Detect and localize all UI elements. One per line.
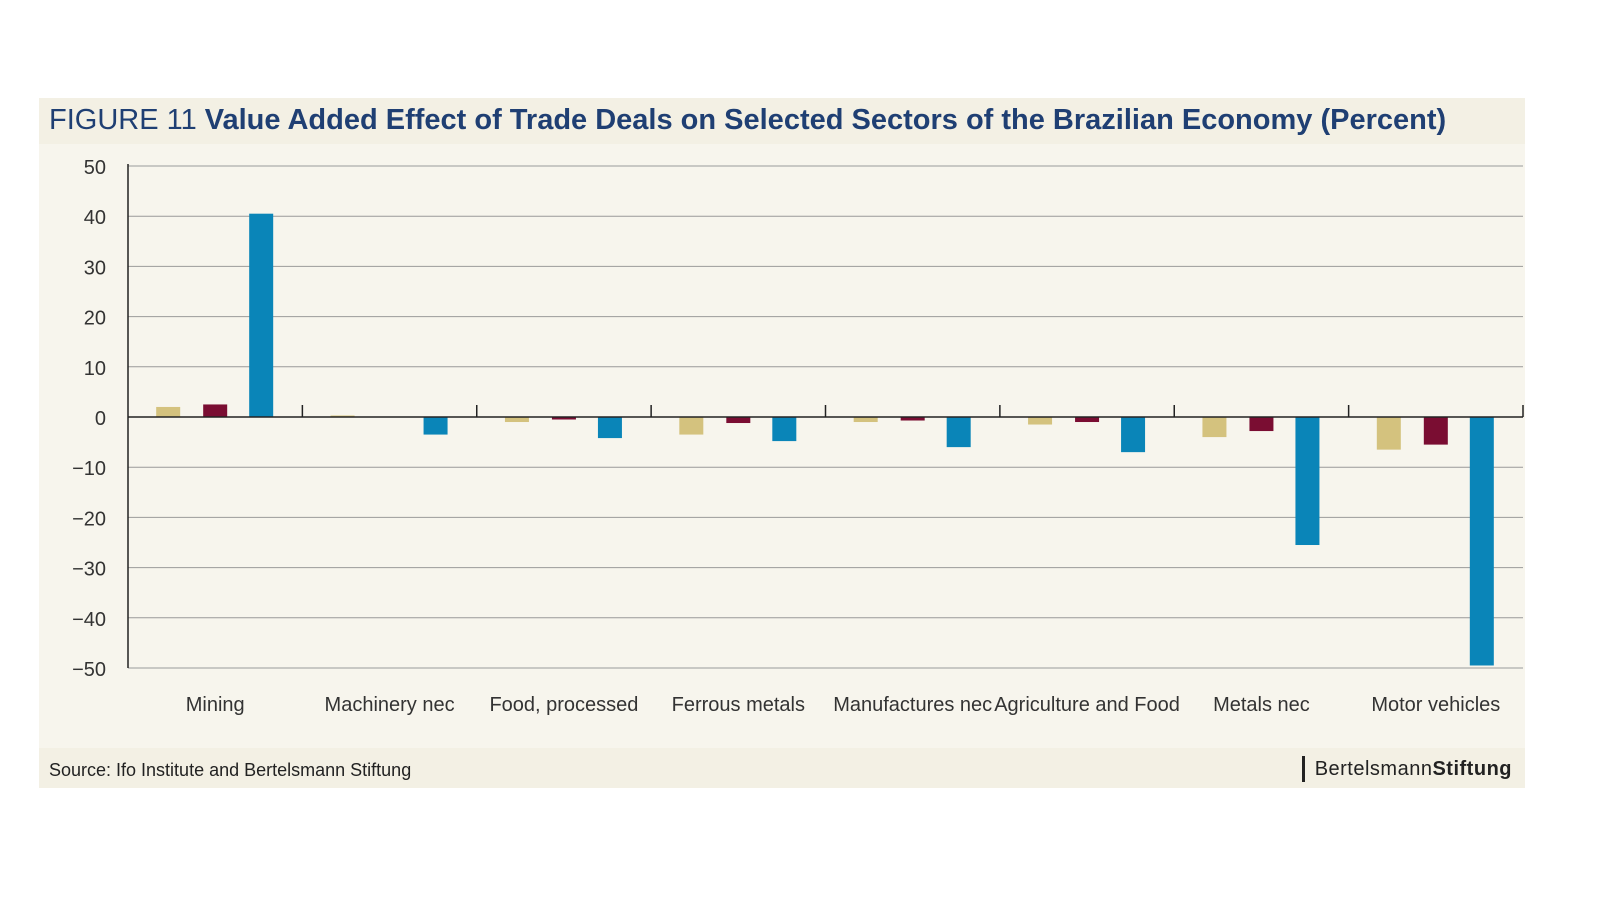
y-tick-label: 30 [84, 257, 106, 279]
logo-bar-icon [1301, 756, 1305, 782]
y-tick-label: −10 [72, 458, 106, 480]
y-tick-label: 40 [84, 207, 106, 229]
bar-3-4 [946, 417, 971, 448]
x-tick-label: Ferrous metals [672, 694, 805, 716]
footer-bar [39, 748, 1525, 788]
bar-2-5 [1075, 417, 1100, 423]
bar-2-4 [900, 417, 925, 421]
bar-1-6 [1202, 417, 1227, 438]
figure-title-text: Value Added Effect of Trade Deals on Sel… [204, 104, 1447, 136]
bar-1-2 [504, 417, 529, 423]
bar-2-7 [1423, 417, 1448, 445]
y-tick-label: 10 [84, 358, 106, 380]
bar-3-3 [772, 417, 797, 442]
bar-1-3 [679, 417, 704, 435]
x-tick-label: Agriculture and Food [994, 694, 1180, 716]
bar-2-3 [726, 417, 751, 424]
y-tick-label: −30 [72, 559, 106, 581]
x-tick-label: Mining [186, 694, 245, 716]
y-tick-label: 0 [95, 408, 106, 430]
x-tick-label: Food, processed [489, 694, 638, 716]
figure-title: FIGURE 11 Value Added Effect of Trade Dea… [49, 100, 1446, 140]
figure-panel [39, 98, 1525, 788]
bar-3-0 [249, 213, 274, 417]
logo-text: BertelsmannStiftung [1315, 758, 1512, 781]
bar-3-2 [597, 417, 622, 439]
bar-1-7 [1376, 417, 1401, 450]
figure-number: FIGURE 11 [49, 104, 197, 136]
bar-3-7 [1469, 417, 1494, 666]
x-tick-label: Machinery nec [325, 694, 455, 716]
bar-1-5 [1028, 417, 1053, 425]
bar-2-6 [1249, 417, 1274, 432]
bar-1-4 [853, 417, 878, 423]
x-tick-label: Motor vehicles [1371, 694, 1500, 716]
y-tick-label: −40 [72, 609, 106, 631]
x-tick-label: Manufactures nec [833, 694, 992, 716]
bar-2-2 [551, 417, 576, 420]
y-tick-label: −20 [72, 508, 106, 530]
bar-1-1 [330, 415, 355, 417]
bar-1-0 [156, 406, 181, 417]
bar-2-0 [203, 404, 228, 417]
bar-3-6 [1295, 417, 1320, 546]
title-bar [39, 98, 1525, 144]
y-tick-label: 50 [84, 157, 106, 179]
x-tick-label: Metals nec [1213, 694, 1310, 716]
bar-3-1 [423, 417, 448, 435]
y-tick-label: 20 [84, 308, 106, 330]
y-tick-label: −50 [72, 659, 106, 681]
logo-text-regular: Bertelsmann [1314, 757, 1433, 780]
logo-text-bold: Stiftung [1432, 757, 1512, 780]
source-note: Source: Ifo Institute and Bertelsmann St… [49, 760, 412, 780]
bar-3-5 [1121, 417, 1146, 453]
bertelsmann-logo: BertelsmannStiftung [1301, 755, 1512, 783]
